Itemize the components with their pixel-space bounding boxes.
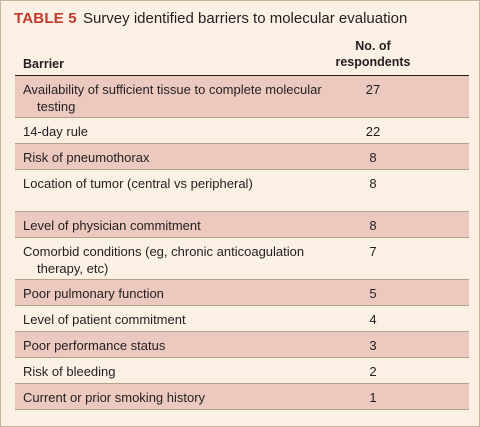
barrier-cell: Current or prior smoking history	[23, 390, 206, 405]
respondents-cell: 4	[369, 312, 377, 327]
barrier-cell: Comorbid conditions (eg, chronic anticoa…	[23, 244, 305, 276]
table-row: Poor performance status 3	[15, 332, 469, 358]
barrier-cell: 14-day rule	[23, 124, 89, 139]
table-caption: Survey identified barriers to molecular …	[82, 10, 408, 27]
barrier-cell: Availability of sufficient tissue to com…	[23, 82, 322, 114]
table-row: Level of patient commitment 4	[15, 306, 469, 332]
column-header-respondents: No. of respondents	[313, 38, 433, 70]
table-row: Level of physician commitment 8	[15, 212, 469, 238]
table-row: Comorbid conditions (eg, chronic anticoa…	[15, 238, 469, 280]
column-header-respondents-line1: No. of	[355, 39, 391, 53]
respondents-cell: 22	[365, 124, 381, 139]
table-row: Poor pulmonary function 5	[15, 280, 469, 306]
respondents-cell: 2	[369, 364, 377, 379]
respondents-cell: 8	[369, 176, 377, 191]
respondents-cell: 1	[369, 390, 377, 405]
barrier-cell: Location of tumor (central vs peripheral…	[23, 176, 253, 191]
table-row: Risk of pneumothorax 8	[15, 144, 469, 170]
respondents-cell: 8	[369, 218, 377, 233]
column-header-barrier: Barrier	[23, 57, 64, 71]
barrier-cell: Risk of pneumothorax	[23, 150, 150, 165]
column-header-respondents-line2: respondents	[335, 55, 411, 69]
barrier-cell: Level of patient commitment	[23, 312, 186, 327]
table-row: Availability of sufficient tissue to com…	[15, 76, 469, 118]
barrier-cell: Poor pulmonary function	[23, 286, 164, 301]
table-label: TABLE 5	[14, 10, 77, 27]
table-row: 14-day rule 22	[15, 118, 469, 144]
table-row: Location of tumor (central vs peripheral…	[15, 170, 469, 212]
respondents-cell: 8	[369, 150, 377, 165]
table-row: Risk of bleeding 2	[15, 358, 469, 384]
barrier-cell: Level of physician commitment	[23, 218, 201, 233]
respondents-cell: 3	[369, 338, 377, 353]
respondents-cell: 5	[369, 286, 377, 301]
respondents-cell: 7	[369, 244, 377, 259]
respondents-cell: 27	[365, 82, 381, 97]
table-row: Current or prior smoking history 1	[15, 384, 469, 410]
table-title: TABLE 5 Survey identified barriers to mo…	[14, 10, 407, 27]
header-divider	[15, 75, 469, 76]
table-body: Availability of sufficient tissue to com…	[15, 76, 469, 410]
barrier-cell: Poor performance status	[23, 338, 166, 353]
barrier-cell: Risk of bleeding	[23, 364, 116, 379]
